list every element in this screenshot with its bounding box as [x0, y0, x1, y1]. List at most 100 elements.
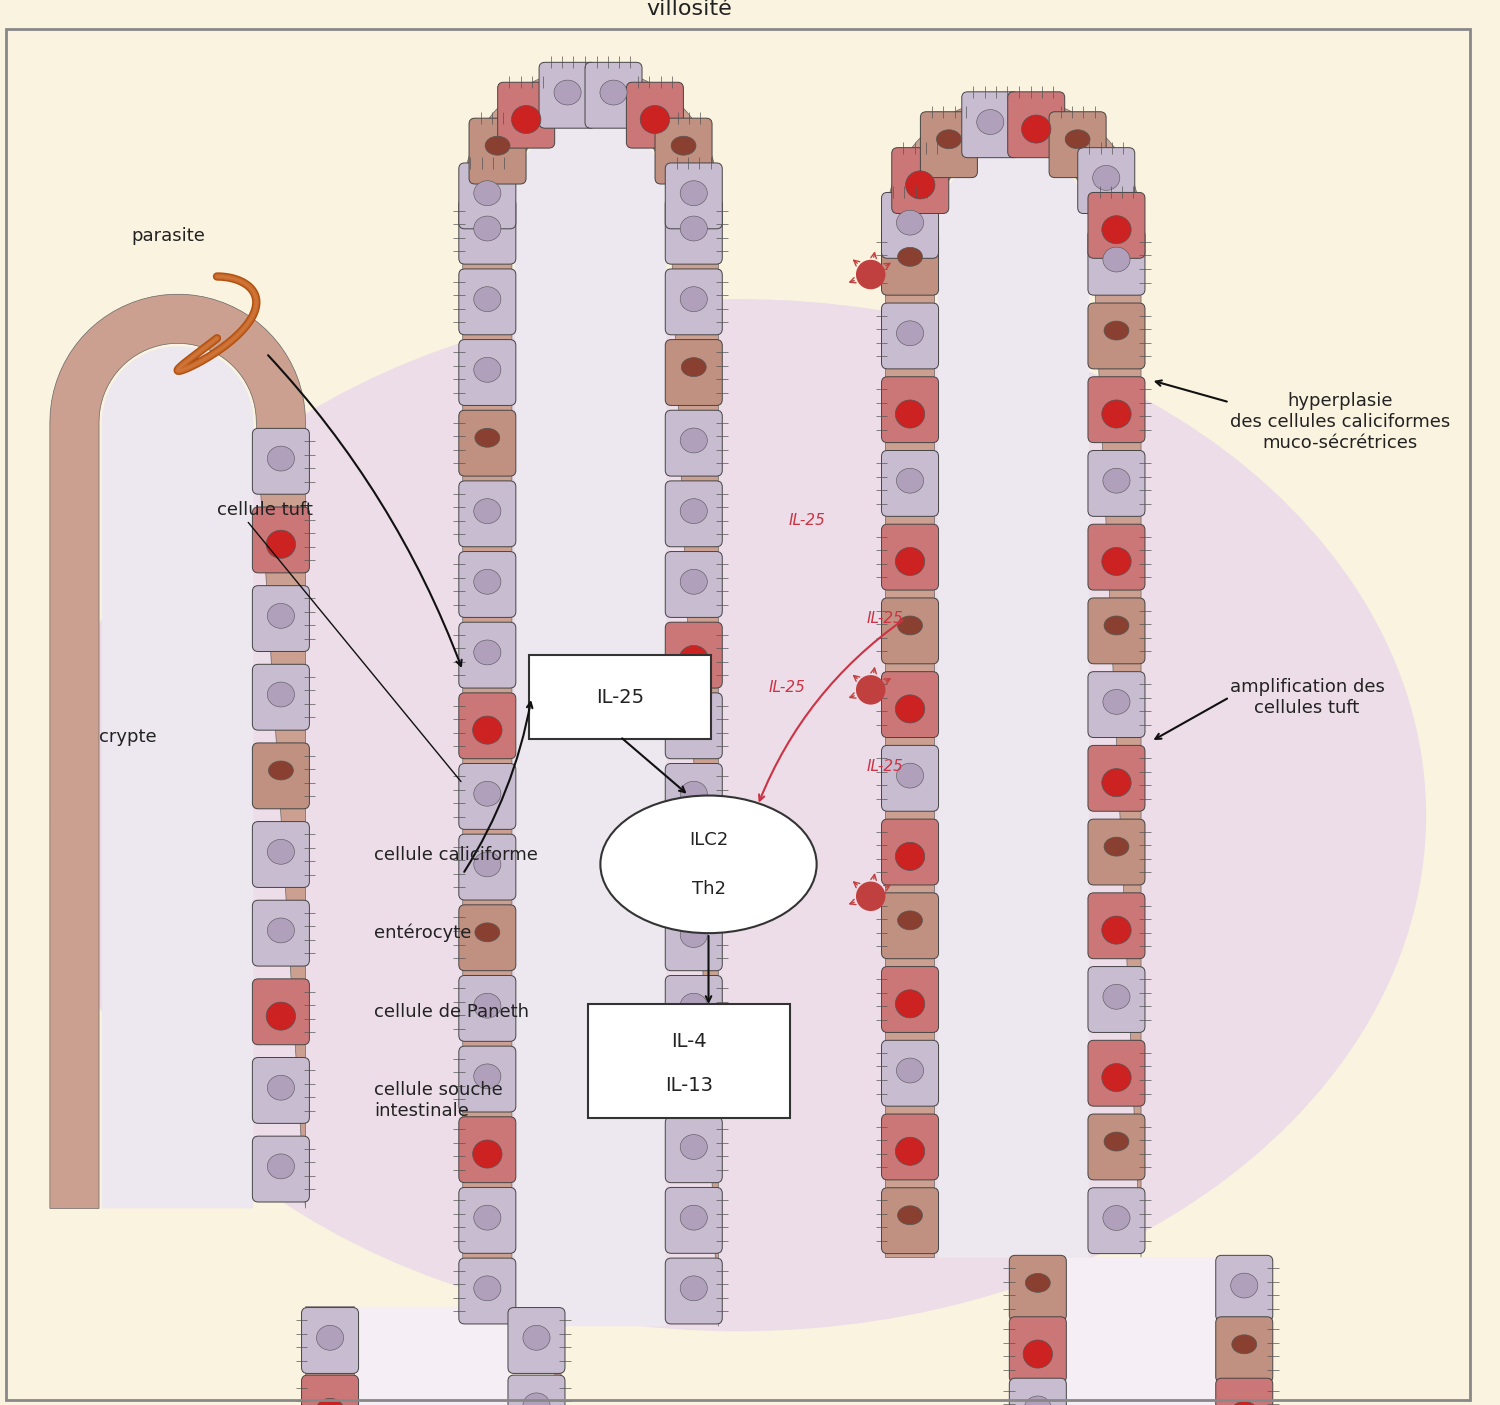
FancyBboxPatch shape	[666, 268, 723, 334]
Ellipse shape	[680, 781, 708, 806]
Text: ILC2: ILC2	[688, 830, 728, 849]
Polygon shape	[514, 121, 666, 1326]
FancyBboxPatch shape	[666, 410, 723, 476]
Ellipse shape	[266, 530, 296, 558]
Ellipse shape	[474, 1276, 501, 1301]
Ellipse shape	[896, 695, 924, 724]
Polygon shape	[464, 69, 718, 1326]
FancyBboxPatch shape	[459, 552, 516, 617]
Ellipse shape	[474, 851, 501, 877]
Ellipse shape	[267, 1075, 294, 1100]
FancyBboxPatch shape	[666, 198, 723, 264]
Ellipse shape	[936, 129, 962, 149]
Ellipse shape	[1022, 115, 1052, 143]
Ellipse shape	[680, 287, 708, 312]
FancyBboxPatch shape	[882, 967, 939, 1033]
FancyBboxPatch shape	[252, 586, 309, 652]
FancyBboxPatch shape	[1088, 229, 1144, 295]
Ellipse shape	[1230, 1401, 1258, 1405]
FancyBboxPatch shape	[666, 340, 723, 406]
Text: cellule caliciforme: cellule caliciforme	[375, 846, 538, 864]
Ellipse shape	[315, 1398, 345, 1405]
FancyBboxPatch shape	[666, 1117, 723, 1183]
Polygon shape	[1065, 1257, 1217, 1405]
Ellipse shape	[1230, 1273, 1258, 1298]
Ellipse shape	[600, 795, 816, 933]
Polygon shape	[357, 1307, 509, 1405]
FancyBboxPatch shape	[459, 835, 516, 901]
Text: IL-25: IL-25	[867, 759, 904, 774]
Ellipse shape	[640, 105, 669, 133]
Ellipse shape	[897, 247, 922, 267]
FancyBboxPatch shape	[498, 83, 555, 148]
Ellipse shape	[897, 320, 924, 346]
FancyBboxPatch shape	[1088, 524, 1144, 590]
Ellipse shape	[680, 216, 708, 240]
FancyBboxPatch shape	[1088, 1040, 1144, 1106]
Ellipse shape	[680, 1205, 708, 1231]
Text: amplification des
cellules tuft: amplification des cellules tuft	[1230, 677, 1385, 717]
Text: cellule de Paneth: cellule de Paneth	[375, 1003, 530, 1021]
Ellipse shape	[267, 681, 294, 707]
Text: hyperplasie
des cellules caliciformes
muco-sécrétrices: hyperplasie des cellules caliciformes mu…	[1230, 392, 1450, 452]
Ellipse shape	[267, 839, 294, 864]
Ellipse shape	[267, 447, 294, 471]
FancyBboxPatch shape	[459, 1117, 516, 1183]
Ellipse shape	[474, 1064, 501, 1089]
FancyBboxPatch shape	[509, 1308, 566, 1374]
Ellipse shape	[1102, 690, 1130, 714]
Ellipse shape	[484, 136, 510, 155]
FancyBboxPatch shape	[666, 975, 723, 1041]
FancyBboxPatch shape	[459, 1257, 516, 1324]
Ellipse shape	[896, 843, 924, 871]
FancyBboxPatch shape	[252, 429, 309, 495]
FancyBboxPatch shape	[882, 1187, 939, 1253]
Ellipse shape	[50, 299, 1426, 1332]
FancyBboxPatch shape	[1077, 148, 1136, 214]
Text: IL-25: IL-25	[768, 680, 806, 695]
FancyBboxPatch shape	[509, 1375, 566, 1405]
Ellipse shape	[474, 181, 501, 205]
Circle shape	[856, 676, 885, 704]
Ellipse shape	[680, 499, 708, 524]
Ellipse shape	[1104, 322, 1130, 340]
FancyBboxPatch shape	[882, 1040, 939, 1106]
Ellipse shape	[896, 548, 924, 576]
FancyBboxPatch shape	[252, 743, 309, 809]
Ellipse shape	[897, 1058, 924, 1083]
FancyBboxPatch shape	[1216, 1316, 1274, 1383]
Text: IL-4: IL-4	[670, 1031, 706, 1051]
Ellipse shape	[512, 105, 542, 133]
Ellipse shape	[266, 1002, 296, 1030]
FancyBboxPatch shape	[882, 524, 939, 590]
FancyBboxPatch shape	[882, 746, 939, 811]
FancyBboxPatch shape	[882, 377, 939, 443]
Ellipse shape	[896, 1137, 924, 1165]
Ellipse shape	[1104, 837, 1130, 856]
Polygon shape	[1013, 1257, 1269, 1405]
Ellipse shape	[896, 989, 924, 1017]
FancyBboxPatch shape	[1088, 1114, 1144, 1180]
Ellipse shape	[897, 1205, 922, 1225]
Ellipse shape	[474, 499, 501, 524]
FancyBboxPatch shape	[1088, 303, 1144, 370]
FancyBboxPatch shape	[666, 163, 723, 229]
Text: IL-25: IL-25	[596, 687, 644, 707]
FancyBboxPatch shape	[1216, 1378, 1274, 1405]
Text: Th2: Th2	[692, 880, 726, 898]
FancyBboxPatch shape	[252, 1058, 309, 1124]
FancyBboxPatch shape	[459, 763, 516, 829]
FancyBboxPatch shape	[666, 622, 723, 688]
Ellipse shape	[1102, 1064, 1131, 1092]
FancyBboxPatch shape	[962, 91, 1018, 157]
FancyBboxPatch shape	[666, 481, 723, 547]
FancyBboxPatch shape	[666, 1187, 723, 1253]
FancyBboxPatch shape	[1010, 1316, 1066, 1383]
FancyBboxPatch shape	[528, 655, 711, 739]
Ellipse shape	[1104, 1132, 1130, 1151]
FancyBboxPatch shape	[666, 552, 723, 617]
Ellipse shape	[474, 1205, 501, 1231]
Circle shape	[856, 881, 885, 910]
FancyBboxPatch shape	[666, 763, 723, 829]
FancyBboxPatch shape	[459, 693, 516, 759]
